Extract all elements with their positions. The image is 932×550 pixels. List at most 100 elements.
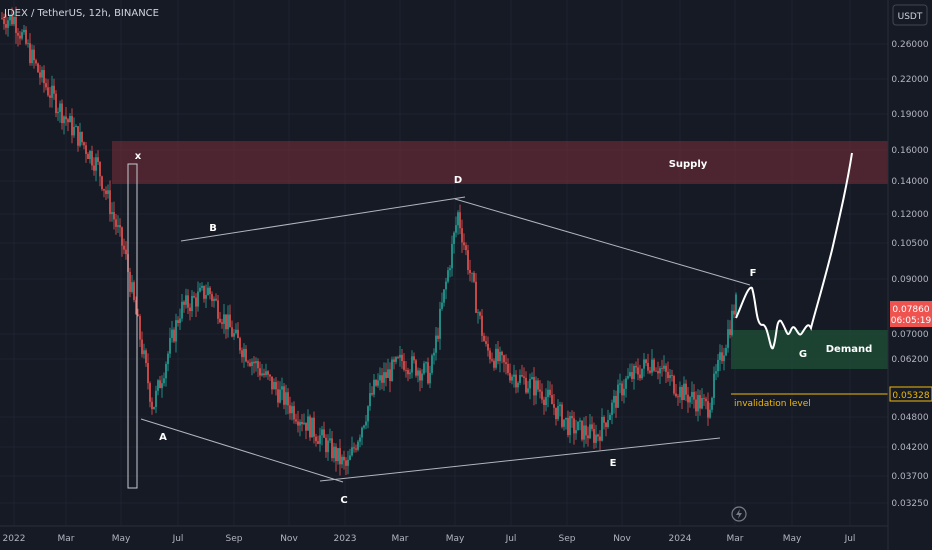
candle-body	[633, 365, 635, 380]
candle-body	[215, 298, 217, 301]
x-tick-label: Mar	[392, 534, 409, 544]
candle-body	[227, 314, 229, 330]
candle-body	[137, 314, 139, 317]
candle-body	[147, 363, 149, 384]
candle-body	[557, 406, 559, 420]
candle-body	[87, 153, 89, 160]
candle-body	[547, 389, 549, 398]
candle-body	[171, 329, 173, 338]
candle-body	[301, 421, 303, 425]
candle-body	[483, 335, 485, 342]
candle-body	[601, 416, 603, 441]
candle-body	[715, 371, 717, 374]
candle-body	[645, 359, 647, 364]
candle-body	[71, 116, 73, 136]
candle-body	[495, 348, 497, 368]
candle-body	[205, 295, 207, 299]
candle-body	[73, 126, 75, 136]
wave-x-box	[127, 163, 138, 489]
candle-body	[465, 245, 467, 251]
candle-body	[157, 380, 159, 391]
y-tick-label: 0.19000	[891, 110, 928, 120]
currency-button[interactable]: USDT	[892, 4, 928, 26]
candle-body	[373, 379, 375, 395]
candle-body	[607, 420, 609, 428]
candle-body	[721, 352, 723, 362]
candle-body	[553, 404, 555, 408]
candle-body	[231, 327, 233, 337]
candle-body	[421, 373, 423, 381]
candle-body	[5, 24, 7, 28]
candle-body	[591, 424, 593, 429]
candle-body	[545, 397, 547, 406]
candle-body	[245, 348, 247, 362]
candle-body	[689, 397, 691, 403]
price-axis-panel[interactable]	[888, 0, 932, 550]
candle-body	[637, 367, 639, 375]
candle-body	[709, 409, 711, 418]
candle-body	[267, 371, 269, 375]
candle-body	[507, 363, 509, 374]
candle-body	[655, 370, 657, 372]
candle-body	[211, 294, 213, 302]
candle-body	[15, 16, 17, 33]
y-axis-ticks: 0.26000 0.22000 0.19000 0.16000 0.14000 0.120…	[891, 40, 928, 509]
candle-body	[551, 395, 553, 405]
wave-label-f: F	[750, 268, 757, 279]
invalidation-badge: 0.05328	[889, 386, 932, 402]
candle-body	[581, 420, 583, 440]
candle-body	[333, 446, 335, 459]
candle-body	[269, 374, 271, 377]
candle-body	[619, 383, 621, 385]
candle-body	[537, 380, 539, 390]
wave-labels: x A B C D E F G	[135, 151, 807, 506]
candle-body	[567, 417, 569, 436]
wave-label-g: G	[799, 349, 807, 360]
candle-body	[327, 440, 329, 453]
candle-body	[359, 437, 361, 442]
candle-body	[251, 361, 253, 367]
candle-body	[31, 49, 33, 64]
y-tick-label: 0.09000	[891, 275, 928, 285]
candle-body	[261, 373, 263, 376]
candle-body	[585, 425, 587, 436]
candle-body	[533, 377, 535, 396]
y-tick-label: 0.04200	[891, 443, 928, 453]
candle-body	[471, 272, 473, 274]
projection	[735, 152, 853, 350]
candle-body	[603, 416, 605, 423]
candle-body	[101, 176, 103, 190]
current-price-badge: 0.07860 06:05:19	[890, 301, 932, 327]
candle-body	[519, 375, 521, 383]
candle-body	[355, 448, 357, 450]
candle-body	[647, 363, 649, 371]
candle-body	[243, 348, 245, 358]
candle-body	[555, 407, 557, 420]
replay-icon[interactable]	[731, 506, 747, 522]
candle-body	[561, 404, 563, 427]
candle-body	[667, 371, 669, 379]
x-tick-label: May	[446, 534, 465, 544]
candle-body	[515, 374, 517, 388]
line-d-f	[454, 198, 751, 286]
candle-body	[57, 111, 59, 114]
y-tick-label: 0.10500	[891, 239, 928, 249]
candle-body	[145, 350, 147, 364]
candle-body	[131, 282, 133, 292]
candle-body	[399, 354, 401, 358]
candle-body	[13, 16, 15, 25]
candle-body	[409, 372, 411, 375]
candle-body	[199, 287, 201, 292]
x-tick-label: Sep	[559, 534, 576, 544]
candle-body	[433, 352, 435, 356]
candle-body	[121, 227, 123, 246]
candle-body	[287, 392, 289, 406]
candle-body	[453, 232, 455, 244]
candle-body	[429, 372, 431, 384]
x-tick-label: Mar	[58, 534, 75, 544]
candle-body	[531, 377, 533, 379]
candle-body	[661, 368, 663, 369]
candle-body	[307, 416, 309, 431]
x-tick-label: Jul	[844, 534, 856, 544]
